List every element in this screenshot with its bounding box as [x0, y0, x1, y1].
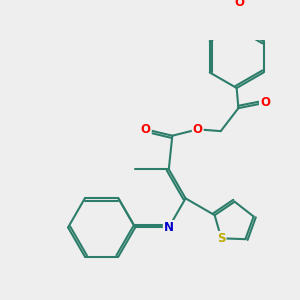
Text: N: N — [164, 221, 174, 234]
Text: O: O — [260, 96, 270, 109]
Text: O: O — [193, 123, 203, 136]
Text: S: S — [217, 232, 226, 245]
Text: O: O — [141, 123, 151, 136]
Text: O: O — [234, 0, 244, 9]
